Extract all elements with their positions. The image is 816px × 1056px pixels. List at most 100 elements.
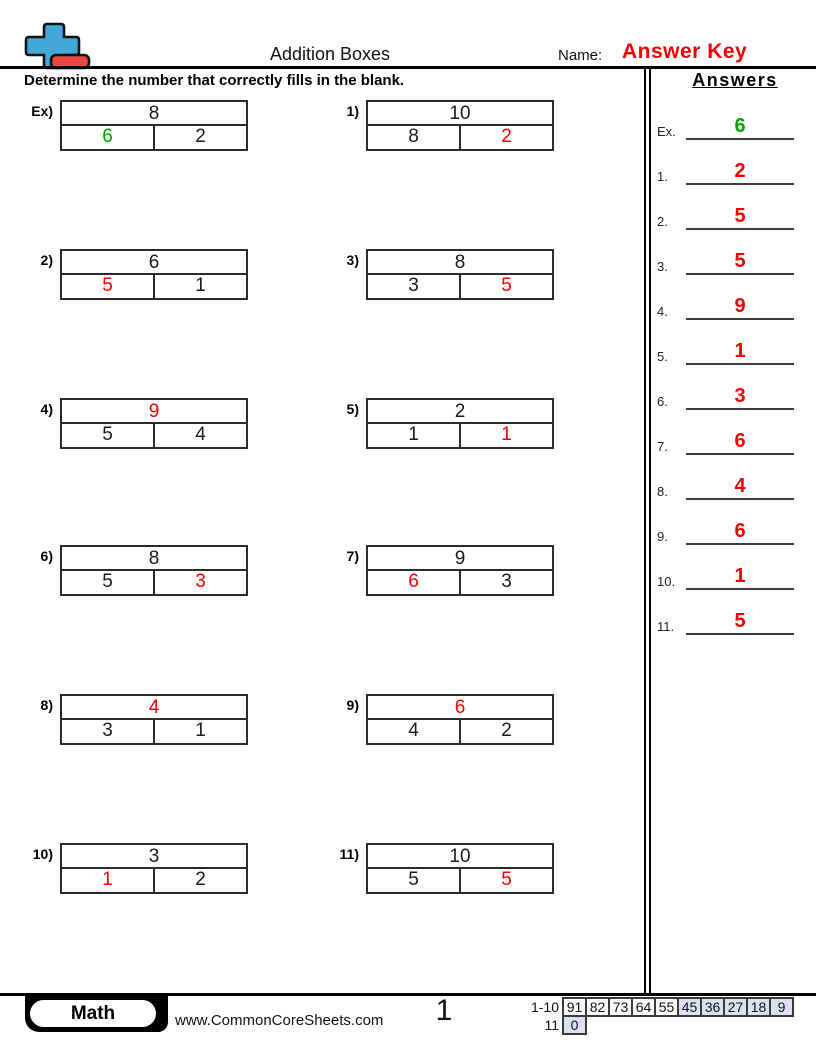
- score-cell: 18: [746, 997, 771, 1017]
- answer-value: 1: [686, 340, 794, 365]
- problem-1: 1) 10 8 2: [332, 100, 556, 151]
- plus-minus-icon: [24, 22, 91, 70]
- answer-entry-11: 11. 5: [652, 601, 794, 635]
- addend-cell: 2: [195, 869, 206, 890]
- name-label: Name:: [558, 47, 603, 64]
- answer-label: 8.: [657, 484, 668, 499]
- score-cell: 64: [631, 997, 656, 1017]
- addend-cell: 8: [368, 126, 461, 149]
- page-number: 1: [435, 994, 453, 1027]
- sum-cell: 10: [368, 102, 552, 126]
- addend-cell: 5: [501, 275, 512, 296]
- answer-label: 6.: [657, 394, 668, 409]
- answer-label: 5.: [657, 349, 668, 364]
- answer-label: Ex.: [657, 124, 676, 139]
- addend-cell: 1: [368, 424, 461, 447]
- problem-label: 8): [40, 697, 53, 713]
- problem-8: 8) 4 3 1: [26, 694, 250, 745]
- answer-label: 1.: [657, 169, 668, 184]
- answer-entry-10: 10. 1: [652, 556, 794, 590]
- answer-label: 7.: [657, 439, 668, 454]
- answer-value: 2: [686, 160, 794, 185]
- answers-title: Answers: [692, 70, 778, 90]
- addend-cell: 2: [501, 126, 512, 147]
- addend-cell: 5: [501, 869, 512, 890]
- answer-entry-5: 5. 1: [652, 331, 794, 365]
- answer-value: 6: [686, 520, 794, 545]
- answer-label: 3.: [657, 259, 668, 274]
- sum-cell: 9: [368, 547, 552, 571]
- problem-label: 2): [40, 252, 53, 268]
- answer-value: 9: [686, 295, 794, 320]
- addition-box: 8 5 3: [60, 545, 248, 596]
- answer-entry-4: 4. 9: [652, 286, 794, 320]
- addend-cell: 4: [195, 424, 206, 445]
- answer-label: 2.: [657, 214, 668, 229]
- score-row-1-10: 1-10 91 82 73 64 55 45 36 27 18 9: [524, 997, 794, 1017]
- addition-box: 6 5 1: [60, 249, 248, 300]
- score-cell: 91: [562, 997, 587, 1017]
- addition-box: 2 1 1: [366, 398, 554, 449]
- sum-cell: 6: [368, 696, 552, 720]
- sum-cell: 8: [368, 251, 552, 275]
- answer-value: 5: [686, 610, 794, 635]
- addition-box: 8 3 5: [366, 249, 554, 300]
- answer-entry-8: 8. 4: [652, 466, 794, 500]
- problem-label: 11): [339, 846, 359, 862]
- addend-cell: 2: [195, 126, 206, 147]
- answer-value: 6: [686, 115, 794, 140]
- addend-cell: 1: [501, 424, 512, 445]
- addend-cell: 5: [62, 424, 155, 447]
- answer-value: 1: [686, 565, 794, 590]
- problem-label: Ex): [31, 103, 53, 119]
- addition-box: 10 5 5: [366, 843, 554, 894]
- problem-label: 4): [40, 401, 53, 417]
- score-cell: 55: [654, 997, 679, 1017]
- addend-cell: 1: [62, 869, 155, 892]
- website-text: www.CommonCoreSheets.com: [175, 1012, 384, 1029]
- page-title: Addition Boxes: [269, 44, 391, 64]
- sum-cell: 10: [368, 845, 552, 869]
- score-cell: 0: [562, 1015, 587, 1035]
- score-cell: 27: [723, 997, 748, 1017]
- addend-cell: 3: [368, 275, 461, 298]
- answer-label: 11.: [657, 619, 675, 634]
- sum-cell: 8: [62, 102, 246, 126]
- addend-cell: 5: [62, 571, 155, 594]
- answers-divider-line: [649, 69, 651, 993]
- problem-5: 5) 2 1 1: [332, 398, 556, 449]
- problem-4: 4) 9 5 4: [26, 398, 250, 449]
- header-rule: [0, 66, 816, 69]
- problem-6: 6) 8 5 3: [26, 545, 250, 596]
- answer-entry-7: 7. 6: [652, 421, 794, 455]
- problem-label: 10): [32, 846, 53, 862]
- addend-cell: 5: [368, 869, 461, 892]
- answer-entry-2: 2. 5: [652, 196, 794, 230]
- addend-cell: 1: [195, 720, 206, 741]
- problem-ex: Ex) 8 6 2: [26, 100, 250, 151]
- problem-9: 9) 6 4 2: [332, 694, 556, 745]
- answer-entry-6: 6. 3: [652, 376, 794, 410]
- sum-cell: 2: [368, 400, 552, 424]
- answer-label: 10.: [657, 574, 676, 589]
- answer-entry-1: 1. 2: [652, 151, 794, 185]
- answer-value: 5: [686, 250, 794, 275]
- addend-cell: 5: [62, 275, 155, 298]
- instruction-text: Determine the number that correctly fill…: [24, 72, 405, 89]
- footer-rule: [0, 993, 816, 996]
- addition-box: 8 6 2: [60, 100, 248, 151]
- addition-box: 4 3 1: [60, 694, 248, 745]
- answer-key-label: Answer Key: [622, 40, 748, 63]
- sum-cell: 3: [62, 845, 246, 869]
- answer-entry-9: 9. 6: [652, 511, 794, 545]
- answer-value: 4: [686, 475, 794, 500]
- problem-label: 3): [346, 252, 359, 268]
- problem-10: 10) 3 1 2: [26, 843, 250, 894]
- addition-box: 10 8 2: [366, 100, 554, 151]
- problem-11: 11) 10 5 5: [332, 843, 556, 894]
- addend-cell: 3: [62, 720, 155, 743]
- score-table: 1-10 91 82 73 64 55 45 36 27 18 9 11 0: [524, 997, 794, 1035]
- score-cell: 45: [677, 997, 702, 1017]
- answer-label: 9.: [657, 529, 668, 544]
- score-cell: 73: [608, 997, 633, 1017]
